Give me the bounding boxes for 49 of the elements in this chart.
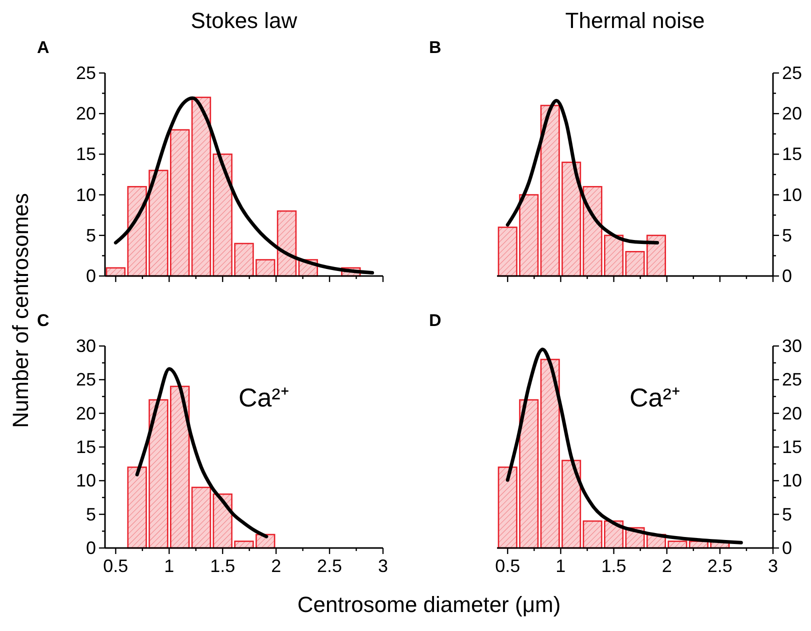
annotation: Ca²⁺	[238, 382, 290, 413]
x-axis-title: Centrosome diameter (μm)	[297, 592, 561, 617]
x-tick-label: 2.5	[707, 556, 732, 576]
y-axis-title: Number of centrosomes	[8, 193, 33, 428]
x-tick-label: 1	[164, 556, 174, 576]
y-tick-label: 25	[782, 63, 802, 83]
y-tick-label: 15	[76, 437, 96, 457]
y-tick-label: 25	[782, 370, 802, 390]
y-tick-label: 5	[86, 225, 96, 246]
y-tick-label: 30	[76, 336, 96, 356]
annotation: Ca²⁺	[629, 382, 680, 413]
x-tick-label: 0.5	[495, 556, 520, 576]
x-tick-label: 0.5	[103, 556, 128, 576]
y-tick-label: 5	[782, 504, 792, 524]
y-tick-label: 20	[76, 104, 96, 124]
y-tick-label: 20	[782, 403, 802, 424]
text: A	[37, 38, 50, 57]
y-tick-label: 0	[782, 266, 792, 286]
y-tick-label: 15	[76, 144, 96, 164]
y-tick-label: 5	[86, 504, 96, 524]
y-tick-label: 0	[86, 266, 96, 286]
y-tick-label: 5	[782, 225, 792, 246]
y-tick-label: 30	[782, 336, 802, 356]
y-tick-label: 15	[782, 144, 802, 164]
y-tick-label: 25	[76, 370, 96, 390]
chart-title: Thermal noise	[565, 8, 705, 33]
text: D	[429, 311, 442, 330]
x-tick-label: 2	[271, 556, 282, 576]
x-tick-label: 2	[662, 556, 672, 576]
y-tick-label: 10	[76, 184, 96, 205]
x-tick-label: 2.5	[317, 556, 342, 576]
y-tick-label: 0	[782, 538, 792, 558]
y-tick-label: 20	[76, 403, 96, 424]
x-tick-label: 1	[556, 556, 566, 576]
x-tick-label: 3	[768, 556, 778, 576]
y-tick-label: 10	[76, 470, 96, 491]
x-tick-label: 1.5	[601, 556, 626, 576]
y-tick-label: 10	[782, 470, 802, 491]
y-tick-label: 0	[86, 538, 96, 558]
y-tick-label: 20	[782, 104, 802, 124]
line-series	[506, 98, 660, 244]
x-tick-label: 1.5	[210, 556, 236, 576]
text: B	[429, 38, 442, 57]
y-tick-label: 15	[782, 437, 802, 457]
y-tick-label: 25	[76, 63, 96, 83]
chart-title: Stokes law	[190, 8, 298, 33]
x-tick-label: 3	[378, 556, 388, 576]
y-tick-label: 10	[782, 184, 802, 205]
text: C	[37, 311, 50, 330]
